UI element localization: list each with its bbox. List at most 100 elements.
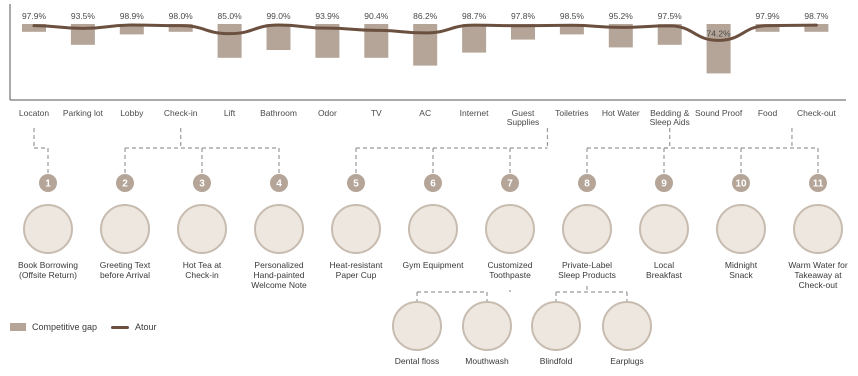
- sub-item-label-2: Blindfold: [540, 356, 573, 366]
- badge-7: [501, 174, 519, 192]
- value-label-6: 93.9%: [315, 11, 340, 21]
- value-label-12: 95.2%: [609, 11, 634, 21]
- badge-number-10: 10: [735, 179, 747, 190]
- legend-item-line: Atour: [111, 322, 157, 332]
- value-label-8: 86.2%: [413, 11, 438, 21]
- snack-icon: [716, 204, 766, 254]
- x-tick-label-10: Guest Supplies: [507, 108, 540, 127]
- blindfold-icon: [531, 301, 581, 351]
- value-label-5: 99.0%: [266, 11, 291, 21]
- value-label-11: 98.5%: [560, 11, 585, 21]
- bar-10: [511, 24, 535, 40]
- x-tick-label-3: Check-in: [164, 108, 198, 118]
- value-label-3: 98.0%: [169, 11, 194, 21]
- sleep-icon: [562, 204, 612, 254]
- initiative-label-4: Personalized Hand-painted Welcome Note: [251, 260, 307, 290]
- value-label-1: 93.5%: [71, 11, 96, 21]
- badge-4: [270, 174, 288, 192]
- initiative-label-9: Local Breakfast: [646, 260, 683, 280]
- badge-number-7: 7: [507, 179, 513, 190]
- legend-label-line: Atour: [135, 322, 157, 332]
- bar-15: [755, 24, 780, 32]
- value-label-16: 98.7%: [804, 11, 829, 21]
- x-tick-label-0: Locaton: [19, 108, 50, 118]
- bar-4: [217, 24, 242, 58]
- bar-12: [608, 24, 633, 48]
- badge-number-9: 9: [661, 179, 667, 190]
- x-tick-label-8: AC: [419, 108, 431, 118]
- value-label-15: 97.9%: [755, 11, 780, 21]
- paper-cup-icon: [331, 204, 381, 254]
- x-tick-label-14: Sound Proof: [695, 108, 743, 118]
- sub-item-label-0: Dental floss: [395, 356, 439, 366]
- badge-11: [809, 174, 827, 192]
- value-label-4: 85.0%: [218, 11, 243, 21]
- initiative-label-2: Greeting Text before Arrival: [100, 260, 151, 280]
- value-label-13: 97.5%: [658, 11, 683, 21]
- badge-5: [347, 174, 365, 192]
- badge-1: [39, 174, 57, 192]
- badge-number-6: 6: [430, 179, 436, 190]
- toothpaste-icon: [485, 204, 535, 254]
- earplugs-icon: [602, 301, 652, 351]
- badge-8: [578, 174, 596, 192]
- sub-item-label-3: Earplugs: [610, 356, 644, 366]
- legend-swatch-bar: [10, 323, 26, 331]
- value-label-7: 90.4%: [364, 11, 389, 21]
- badge-number-5: 5: [353, 179, 359, 190]
- x-tick-label-4: Lift: [224, 108, 236, 118]
- initiative-label-5: Heat-resistant Paper Cup: [330, 260, 384, 280]
- line-series-atour: [32, 23, 818, 42]
- value-label-9: 98.7%: [462, 11, 487, 21]
- x-tick-label-5: Bathroom: [260, 108, 297, 118]
- x-tick-label-12: Hot Water: [602, 108, 640, 118]
- value-label-10: 97.8%: [511, 11, 536, 21]
- bar-2: [119, 24, 144, 35]
- legend-label-gap: Competitive gap: [32, 322, 98, 332]
- welcome-note-icon: [254, 204, 304, 254]
- initiative-label-7: Customized Toothpaste: [488, 260, 533, 280]
- bar-9: [462, 24, 487, 53]
- badge-6: [424, 174, 442, 192]
- bar-3: [168, 24, 193, 32]
- initiative-label-6: Gym Equipment: [403, 260, 465, 270]
- x-tick-label-7: TV: [371, 108, 382, 118]
- badge-number-8: 8: [584, 179, 590, 190]
- bar-16: [804, 24, 829, 32]
- initiative-label-11: Warm Water for Takeaway at Check-out: [788, 260, 848, 290]
- initiative-label-8: Private-Label Sleep Products: [558, 260, 616, 280]
- bar-14: [706, 24, 731, 74]
- x-tick-label-15: Food: [758, 108, 778, 118]
- breakfast-icon: [639, 204, 689, 254]
- badge-number-1: 1: [45, 179, 51, 190]
- mouthwash-icon: [462, 301, 512, 351]
- bar-5: [266, 24, 291, 50]
- sub-item-label-1: Mouthwash: [465, 356, 509, 366]
- legend: Competitive gap Atour: [10, 322, 157, 332]
- initiative-label-1: Book Borrowing (Offsite Return): [18, 260, 78, 280]
- initiative-label-10: Midnight Snack: [725, 260, 758, 280]
- badge-3: [193, 174, 211, 192]
- x-tick-label-6: Odor: [318, 108, 337, 118]
- legend-swatch-line: [111, 325, 130, 329]
- phone-message-icon: [100, 204, 150, 254]
- dental-floss-icon: [392, 301, 442, 351]
- x-tick-label-2: Lobby: [120, 108, 144, 118]
- badge-number-11: 11: [813, 179, 824, 190]
- gym-icon: [408, 204, 458, 254]
- water-fridge-icon: [793, 204, 843, 254]
- badge-2: [116, 174, 134, 192]
- bar-0: [22, 24, 46, 32]
- bookshelf-icon: [23, 204, 73, 254]
- bar-13: [657, 24, 682, 45]
- value-label-2: 98.9%: [120, 11, 145, 21]
- value-label-0: 97.9%: [22, 11, 47, 21]
- legend-item-gap: Competitive gap: [10, 322, 97, 332]
- x-tick-label-9: Internet: [460, 108, 489, 118]
- badge-number-4: 4: [276, 179, 282, 190]
- bar-8: [413, 24, 438, 66]
- bar-11: [559, 24, 584, 35]
- badge-number-2: 2: [122, 179, 128, 190]
- x-tick-label-11: Toiletries: [555, 108, 589, 118]
